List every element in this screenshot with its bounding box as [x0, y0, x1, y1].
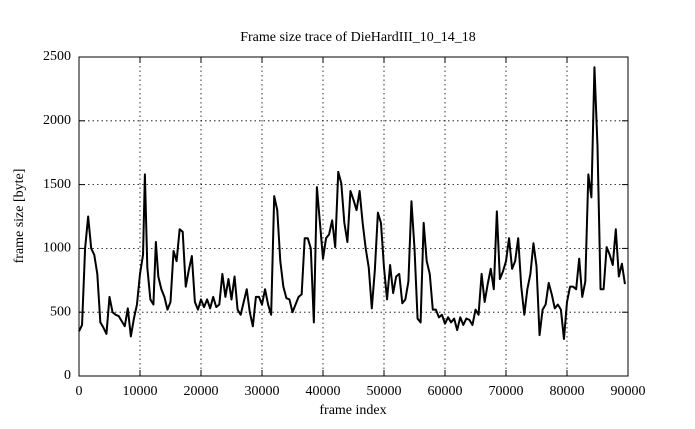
- x-tick-label: 70000: [489, 384, 524, 399]
- x-tick-label: 50000: [367, 384, 402, 399]
- x-tick-label: 40000: [306, 384, 341, 399]
- y-axis-label: frame size [byte]: [12, 169, 27, 264]
- x-tick-label: 20000: [184, 384, 219, 399]
- x-tick-label: 80000: [550, 384, 585, 399]
- x-tick-label: 60000: [428, 384, 463, 399]
- y-tick-label: 1500: [43, 177, 71, 192]
- y-tick-label: 2500: [43, 49, 71, 64]
- y-tick-label: 2000: [43, 113, 71, 128]
- x-tick-label: 10000: [123, 384, 158, 399]
- y-tick-label: 500: [50, 304, 71, 319]
- x-tick-label: 90000: [611, 384, 646, 399]
- x-axis-label: frame index: [319, 403, 386, 418]
- data-line: [78, 66, 626, 340]
- x-tick-label: 0: [76, 384, 83, 399]
- chart-title: Frame size trace of DieHardIII_10_14_18: [240, 30, 476, 45]
- x-tick-label: 30000: [245, 384, 280, 399]
- y-tick-label: 1000: [43, 241, 71, 256]
- plot-frame: [78, 56, 629, 377]
- y-tick-label: 0: [64, 368, 71, 383]
